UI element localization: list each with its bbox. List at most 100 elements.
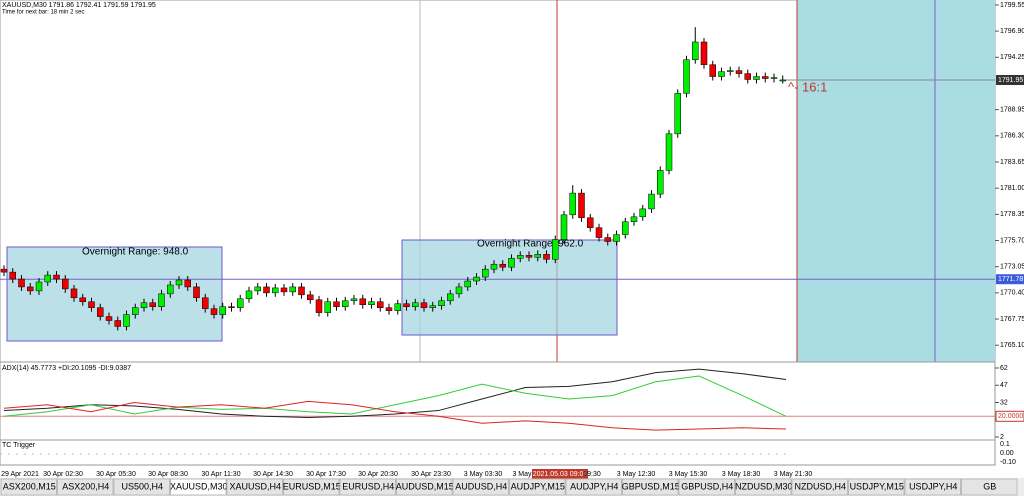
tab-label: US500,H4 xyxy=(121,481,163,491)
tab-bg xyxy=(57,478,114,496)
candle-body xyxy=(718,71,725,77)
candle-body xyxy=(560,214,568,240)
tab[interactable]: GBPUSD,M15 xyxy=(622,478,680,496)
candle-body xyxy=(420,302,428,308)
y-tick-label: 1770.40 xyxy=(1000,290,1024,297)
candle-body xyxy=(412,302,419,307)
tab-label: AUDUSD,H4 xyxy=(455,481,507,491)
candle-body xyxy=(735,70,743,74)
tab[interactable]: US500,H4 xyxy=(113,478,170,496)
tab[interactable]: AUDJPY,M15 xyxy=(509,478,566,496)
y-tick-label: 1773.05 xyxy=(1000,264,1024,271)
candle-body xyxy=(657,170,664,195)
candle-body xyxy=(639,208,646,218)
candle-body xyxy=(149,302,156,307)
candle-body xyxy=(490,263,498,270)
tab[interactable]: AUDJPY,H4 xyxy=(565,478,622,496)
tab[interactable]: AUDUSD,H4 xyxy=(452,478,509,496)
tab[interactable]: XAUUSD,M30 xyxy=(170,478,228,496)
time-label: 3 May 12:30 xyxy=(617,471,656,478)
candle-body xyxy=(377,301,384,308)
candle-body xyxy=(683,59,690,94)
adx-title: ADX(14) 45.7773 +DI:20.1095 -DI:9.0387 xyxy=(2,365,131,372)
time-label: 30 Apr 14:30 xyxy=(253,471,293,478)
candle-body xyxy=(132,307,139,315)
time-label: 30 Apr 11:30 xyxy=(201,471,240,478)
candle-body xyxy=(202,297,209,309)
candle-body xyxy=(184,279,191,288)
tab[interactable]: GB xyxy=(961,478,1018,496)
chart-header: XAUUSD,M30 1791.86 1792.41 1791.59 1791.… xyxy=(2,2,156,9)
tab-label: NZDUSD,M30 xyxy=(735,481,793,491)
candle-body xyxy=(368,301,375,305)
tab[interactable]: ASX200,H4 xyxy=(57,478,114,496)
tab-bg xyxy=(339,478,396,496)
tab-bg xyxy=(283,478,340,496)
candle-body xyxy=(517,255,524,259)
candle-body xyxy=(578,192,585,219)
candle-body xyxy=(167,284,174,295)
tab-bg xyxy=(452,478,509,496)
tab-bg xyxy=(735,478,792,496)
range-box xyxy=(401,239,618,336)
candle-body xyxy=(552,239,559,260)
adx-tick-label: 2 xyxy=(1000,434,1004,441)
candle-body xyxy=(622,221,629,235)
time-label: 30 Apr 20:30 xyxy=(358,471,398,478)
tab[interactable]: EURUSD,M15 xyxy=(283,478,341,496)
candle-body xyxy=(499,263,506,268)
adx-tick-label: 62 xyxy=(1000,365,1008,372)
candle-body xyxy=(53,274,60,280)
time-label: 30 Apr 08:30 xyxy=(148,471,188,478)
tab-label: XAUUSD,M30 xyxy=(170,481,228,491)
tab[interactable]: NZDUSD,M30 xyxy=(735,478,793,496)
tab-bg xyxy=(113,478,170,496)
tab-bg xyxy=(226,478,283,496)
tab[interactable]: NZDUSD,H4 xyxy=(791,478,848,496)
tab-bg xyxy=(565,478,622,496)
candle-body xyxy=(438,300,445,306)
candle-body xyxy=(700,41,708,65)
tab[interactable]: USDJPY,H4 xyxy=(904,478,961,496)
candle-body xyxy=(543,254,550,260)
tab-bg xyxy=(170,478,227,496)
candle-body xyxy=(473,276,480,282)
tab[interactable]: EURUSD,H4 xyxy=(339,478,396,496)
candle-body xyxy=(140,302,148,308)
candle-body xyxy=(394,303,401,311)
price-marker xyxy=(996,274,1024,285)
time-label: 09:30 xyxy=(583,471,601,478)
tab-bg xyxy=(848,478,905,496)
tab[interactable]: AUDUSD,M15 xyxy=(396,478,454,496)
candle-body xyxy=(333,301,340,307)
tab-label: AUDUSD,M15 xyxy=(396,481,454,491)
tab-bg xyxy=(509,478,566,496)
trigger-title: TC Trigger xyxy=(2,442,36,449)
tab[interactable]: GBPUSD,H4 xyxy=(678,478,735,496)
adx-pane xyxy=(0,361,996,441)
tab[interactable]: USDJPY,M15 xyxy=(848,478,905,496)
candle-body xyxy=(18,278,25,288)
candle-body xyxy=(455,286,463,295)
candle-body xyxy=(482,268,489,278)
candle-body xyxy=(762,76,769,79)
candle-body xyxy=(210,308,218,315)
cursor-time-box xyxy=(532,469,588,479)
tab-label: EURUSD,H4 xyxy=(342,481,394,491)
tab[interactable]: ASX200,M15 xyxy=(0,478,57,496)
tab-label: AUDJPY,H4 xyxy=(570,481,618,491)
trigger-tick-label: 0.00 xyxy=(1000,450,1014,457)
candle-body xyxy=(464,280,471,288)
candle-body xyxy=(770,77,778,79)
candle-body xyxy=(753,76,760,80)
tab[interactable]: XAUUSD,H4 xyxy=(226,478,283,496)
tab-label: EURUSD,M15 xyxy=(283,481,341,491)
y-tick-label: 1788.95 xyxy=(1000,106,1024,113)
candle-body xyxy=(744,73,751,80)
trigger-tick-label: 0.1 xyxy=(1000,441,1010,448)
y-tick-label: 1767.75 xyxy=(1000,316,1024,323)
y-tick-label: 1775.70 xyxy=(1000,237,1024,244)
adx-tick-label: 47 xyxy=(1000,382,1008,389)
candle-body xyxy=(630,216,638,222)
